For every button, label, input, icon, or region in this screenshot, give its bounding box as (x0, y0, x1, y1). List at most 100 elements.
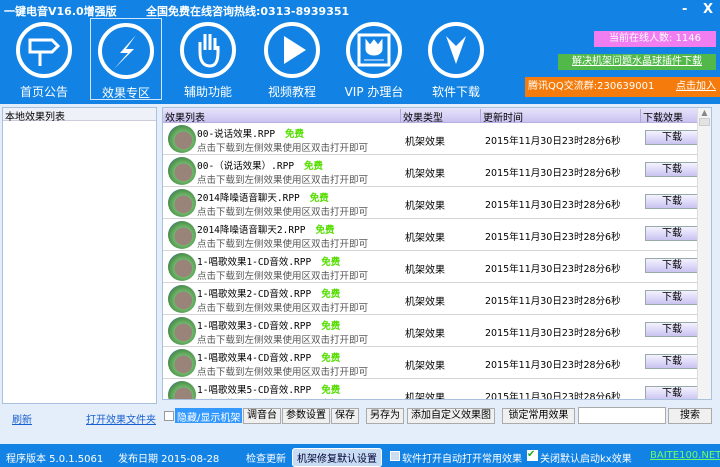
hand-icon (180, 22, 236, 78)
download-button[interactable]: 下载 (645, 162, 699, 177)
effect-desc: 点击下载到左侧效果使用区双击打开即可 (197, 207, 369, 218)
reaper-file-icon (168, 253, 196, 281)
site-link[interactable]: BAITE100.NET (650, 450, 720, 461)
column-header[interactable]: 效果列表 (165, 113, 205, 124)
free-badge: 免费 (321, 321, 341, 332)
close-button[interactable]: X (703, 2, 714, 17)
effect-desc: 点击下载到左侧效果使用区双击打开即可 (197, 396, 368, 399)
nav-hand[interactable]: 辅助功能 (172, 18, 244, 100)
reaper-file-icon (168, 285, 196, 313)
effect-desc: 点击下载到左侧效果使用区双击打开即可 (197, 175, 369, 186)
list-scrollbar[interactable]: ▲ (697, 108, 711, 399)
table-row[interactable]: 1-唱歌效果5-CD音效.RPP 免费 点击下载到左侧效果使用区双击打开即可 机架… (163, 379, 699, 399)
effect-name-line: 1-唱歌效果1-CD音效.RPP 免费 (197, 254, 340, 268)
local-effects-panel[interactable]: 本地效果列表 (2, 107, 157, 404)
lock-common-button[interactable]: 锁定常用效果 (502, 408, 575, 424)
params-button[interactable]: 参数设置 (282, 408, 330, 424)
effect-name: 1-唱歌效果3-CD音效.RPP (197, 321, 312, 332)
update-time: 2015年11月30日23时28分6秒 (485, 136, 621, 147)
download-button[interactable]: 下载 (645, 386, 699, 399)
effect-type: 机架效果 (405, 297, 445, 308)
update-time: 2015年11月30日23时28分6秒 (485, 232, 621, 243)
nav-lightning[interactable]: 效果专区 (90, 18, 162, 100)
download-arrow-icon (428, 22, 484, 78)
nav-label: VIP 办理台 (344, 85, 404, 99)
download-button[interactable]: 下载 (645, 290, 699, 305)
effect-name-line: 1-唱歌效果5-CD音效.RPP 免费 (197, 382, 340, 396)
download-button[interactable]: 下载 (645, 354, 699, 369)
save-as-button[interactable]: 另存为 (366, 408, 404, 424)
status-bar: 程序版本 5.0.1.5061 发布日期 2015-08-28 检查更新 机架修… (0, 446, 720, 467)
close-kx-label[interactable]: 关闭默认启动kx效果 (540, 454, 632, 465)
effect-name: 1-唱歌效果2-CD音效.RPP (197, 289, 312, 300)
nav-signpost[interactable]: 首页公告 (8, 18, 80, 100)
plugin-download-link[interactable]: 解决机架问题水晶球插件下载 (558, 54, 716, 70)
online-count: 当前在线人数: 1146 (594, 31, 716, 47)
download-button[interactable]: 下载 (645, 194, 699, 209)
free-badge: 免费 (315, 225, 335, 236)
add-custom-button[interactable]: 添加自定义效果图 (407, 408, 495, 424)
column-header[interactable]: 下载效果 (640, 109, 683, 124)
download-button[interactable]: 下载 (645, 258, 699, 273)
list-header: 效果列表 效果类型 更新时间 下载效果 (163, 108, 698, 124)
auto-open-label[interactable]: 软件打开自动打开常用效果 (402, 454, 522, 465)
refresh-link[interactable]: 刷新 (12, 415, 32, 426)
join-link[interactable]: 点击加入 (676, 81, 716, 92)
table-row[interactable]: 1-唱歌效果1-CD音效.RPP 免费 点击下载到左侧效果使用区双击打开即可 机架… (163, 251, 699, 283)
effect-name: 1-唱歌效果5-CD音效.RPP (197, 385, 312, 396)
qq-group: 腾讯QQ交流群:230639001 (528, 81, 655, 92)
nav-label: 视频教程 (267, 85, 316, 99)
search-input[interactable] (578, 407, 666, 424)
close-kx-checkbox[interactable]: ✔ (527, 450, 538, 461)
effect-name-line: 00-（说话效果）.RPP 免费 (197, 158, 323, 172)
download-button[interactable]: 下载 (645, 226, 699, 241)
update-time: 2015年11月30日23时28分6秒 (485, 200, 621, 211)
nav-tulip[interactable]: VIP 办理台 (338, 18, 410, 100)
download-button[interactable]: 下载 (645, 130, 699, 145)
minimize-button[interactable]: - (682, 2, 688, 17)
download-button[interactable]: 下载 (645, 322, 699, 337)
effect-type: 机架效果 (405, 233, 445, 244)
free-badge: 免费 (285, 129, 305, 140)
reaper-file-icon (168, 349, 196, 377)
table-row[interactable]: 2014降噪语音聊天2.RPP 免费 点击下载到左侧效果使用区双击打开即可 机架效… (163, 219, 699, 251)
auto-open-checkbox[interactable] (390, 451, 400, 461)
scroll-thumb[interactable] (699, 118, 710, 126)
update-time: 2015年11月30日23时28分6秒 (485, 264, 621, 275)
toggle-rack-label[interactable]: 隐藏/显示机架 (175, 408, 243, 424)
column-header[interactable]: 效果类型 (400, 109, 443, 124)
effect-desc: 点击下载到左侧效果使用区双击打开即可 (197, 335, 369, 346)
table-row[interactable]: 00-说话效果.RPP 免费 点击下载到左侧效果使用区双击打开即可 机架效果 20… (163, 123, 699, 155)
free-badge: 免费 (321, 385, 341, 396)
search-button[interactable]: 搜索 (668, 408, 712, 424)
nav-label: 首页公告 (19, 85, 68, 99)
effect-desc: 点击下载到左侧效果使用区双击打开即可 (197, 239, 369, 250)
hotline: 全国免费在线咨询热线:0313-8939351 (146, 5, 350, 18)
table-row[interactable]: 2014降噪语音聊天.RPP 免费 点击下载到左侧效果使用区双击打开即可 机架效果… (163, 187, 699, 219)
nav-download-arrow[interactable]: 软件下载 (420, 18, 492, 100)
save-button[interactable]: 保存 (331, 408, 359, 424)
effect-name: 2014降噪语音聊天2.RPP (197, 225, 306, 236)
effect-name-line: 2014降噪语音聊天.RPP 免费 (197, 190, 329, 204)
table-row[interactable]: 1-唱歌效果4-CD音效.RPP 免费 点击下载到左侧效果使用区双击打开即可 机架… (163, 347, 699, 379)
nav-label: 软件下载 (431, 85, 480, 99)
table-row[interactable]: 00-（说话效果）.RPP 免费 点击下载到左侧效果使用区双击打开即可 机架效果 … (163, 155, 699, 187)
reaper-file-icon (168, 157, 196, 185)
mixer-button[interactable]: 调音台 (243, 408, 281, 424)
column-header[interactable]: 更新时间 (480, 109, 523, 124)
nav-label: 效果专区 (101, 86, 150, 100)
effect-desc: 点击下载到左侧效果使用区双击打开即可 (197, 271, 369, 282)
effect-name: 2014降噪语音聊天.RPP (197, 193, 300, 204)
nav-play[interactable]: 视频教程 (256, 18, 328, 100)
check-update[interactable]: 检查更新 (246, 454, 286, 465)
table-row[interactable]: 1-唱歌效果2-CD音效.RPP 免费 点击下载到左侧效果使用区双击打开即可 机架… (163, 283, 699, 315)
open-folder-link[interactable]: 打开效果文件夹 (86, 415, 156, 426)
effect-name: 1-唱歌效果4-CD音效.RPP (197, 353, 312, 364)
title-bar: 一键电音V16.0增强版 全国免费在线咨询热线:0313-8939351 - X (0, 0, 720, 18)
toggle-rack-checkbox[interactable] (164, 411, 174, 421)
free-badge: 免费 (321, 289, 341, 300)
free-badge: 免费 (321, 353, 341, 364)
table-row[interactable]: 1-唱歌效果3-CD音效.RPP 免费 点击下载到左侧效果使用区双击打开即可 机架… (163, 315, 699, 347)
repair-button[interactable]: 机架修复默认设置 (292, 448, 382, 467)
scroll-up-icon[interactable]: ▲ (701, 108, 708, 117)
